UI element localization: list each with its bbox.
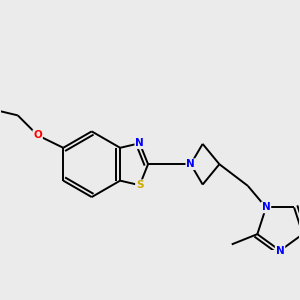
Text: O: O	[33, 130, 42, 140]
Text: N: N	[262, 202, 270, 212]
Text: S: S	[136, 180, 143, 190]
Text: N: N	[276, 246, 284, 256]
Text: N: N	[135, 138, 144, 148]
Text: N: N	[186, 159, 195, 169]
